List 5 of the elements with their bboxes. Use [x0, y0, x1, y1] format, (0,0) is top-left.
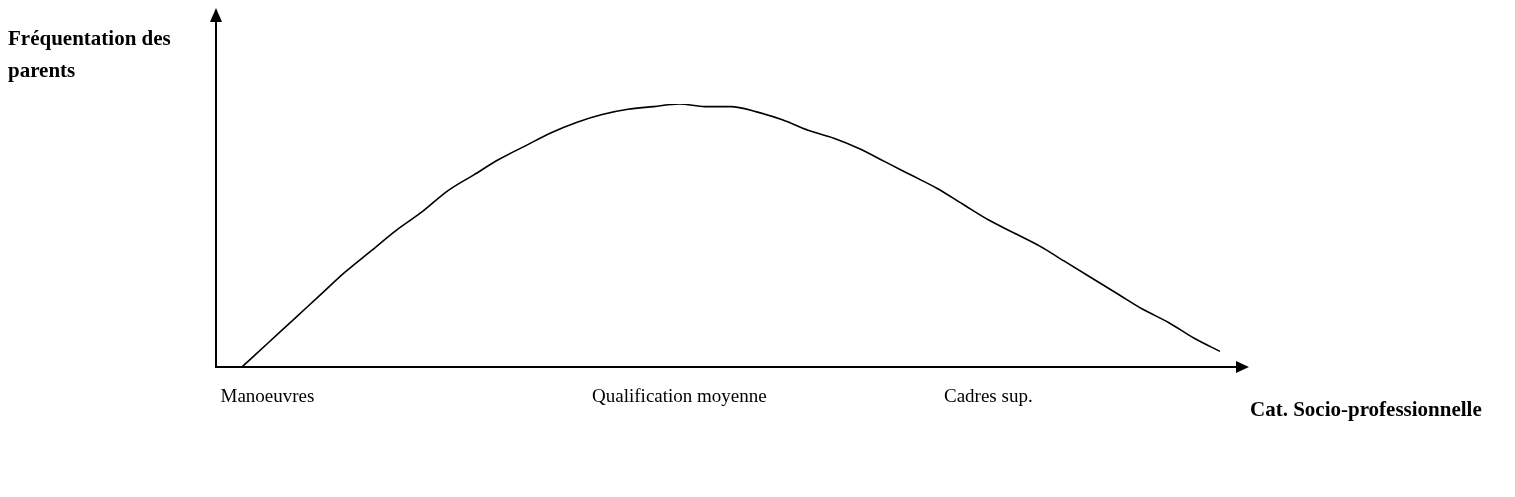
x-tick-label: Manoeuvres [220, 384, 315, 406]
x-tick-label: Qualification moyenne [592, 384, 767, 406]
x-axis-title: Cat. Socio-professionnelle [1250, 397, 1482, 423]
y-axis-title: Fréquentation des parents [8, 25, 172, 84]
x-tick-label: Cadres sup. [943, 384, 1033, 406]
